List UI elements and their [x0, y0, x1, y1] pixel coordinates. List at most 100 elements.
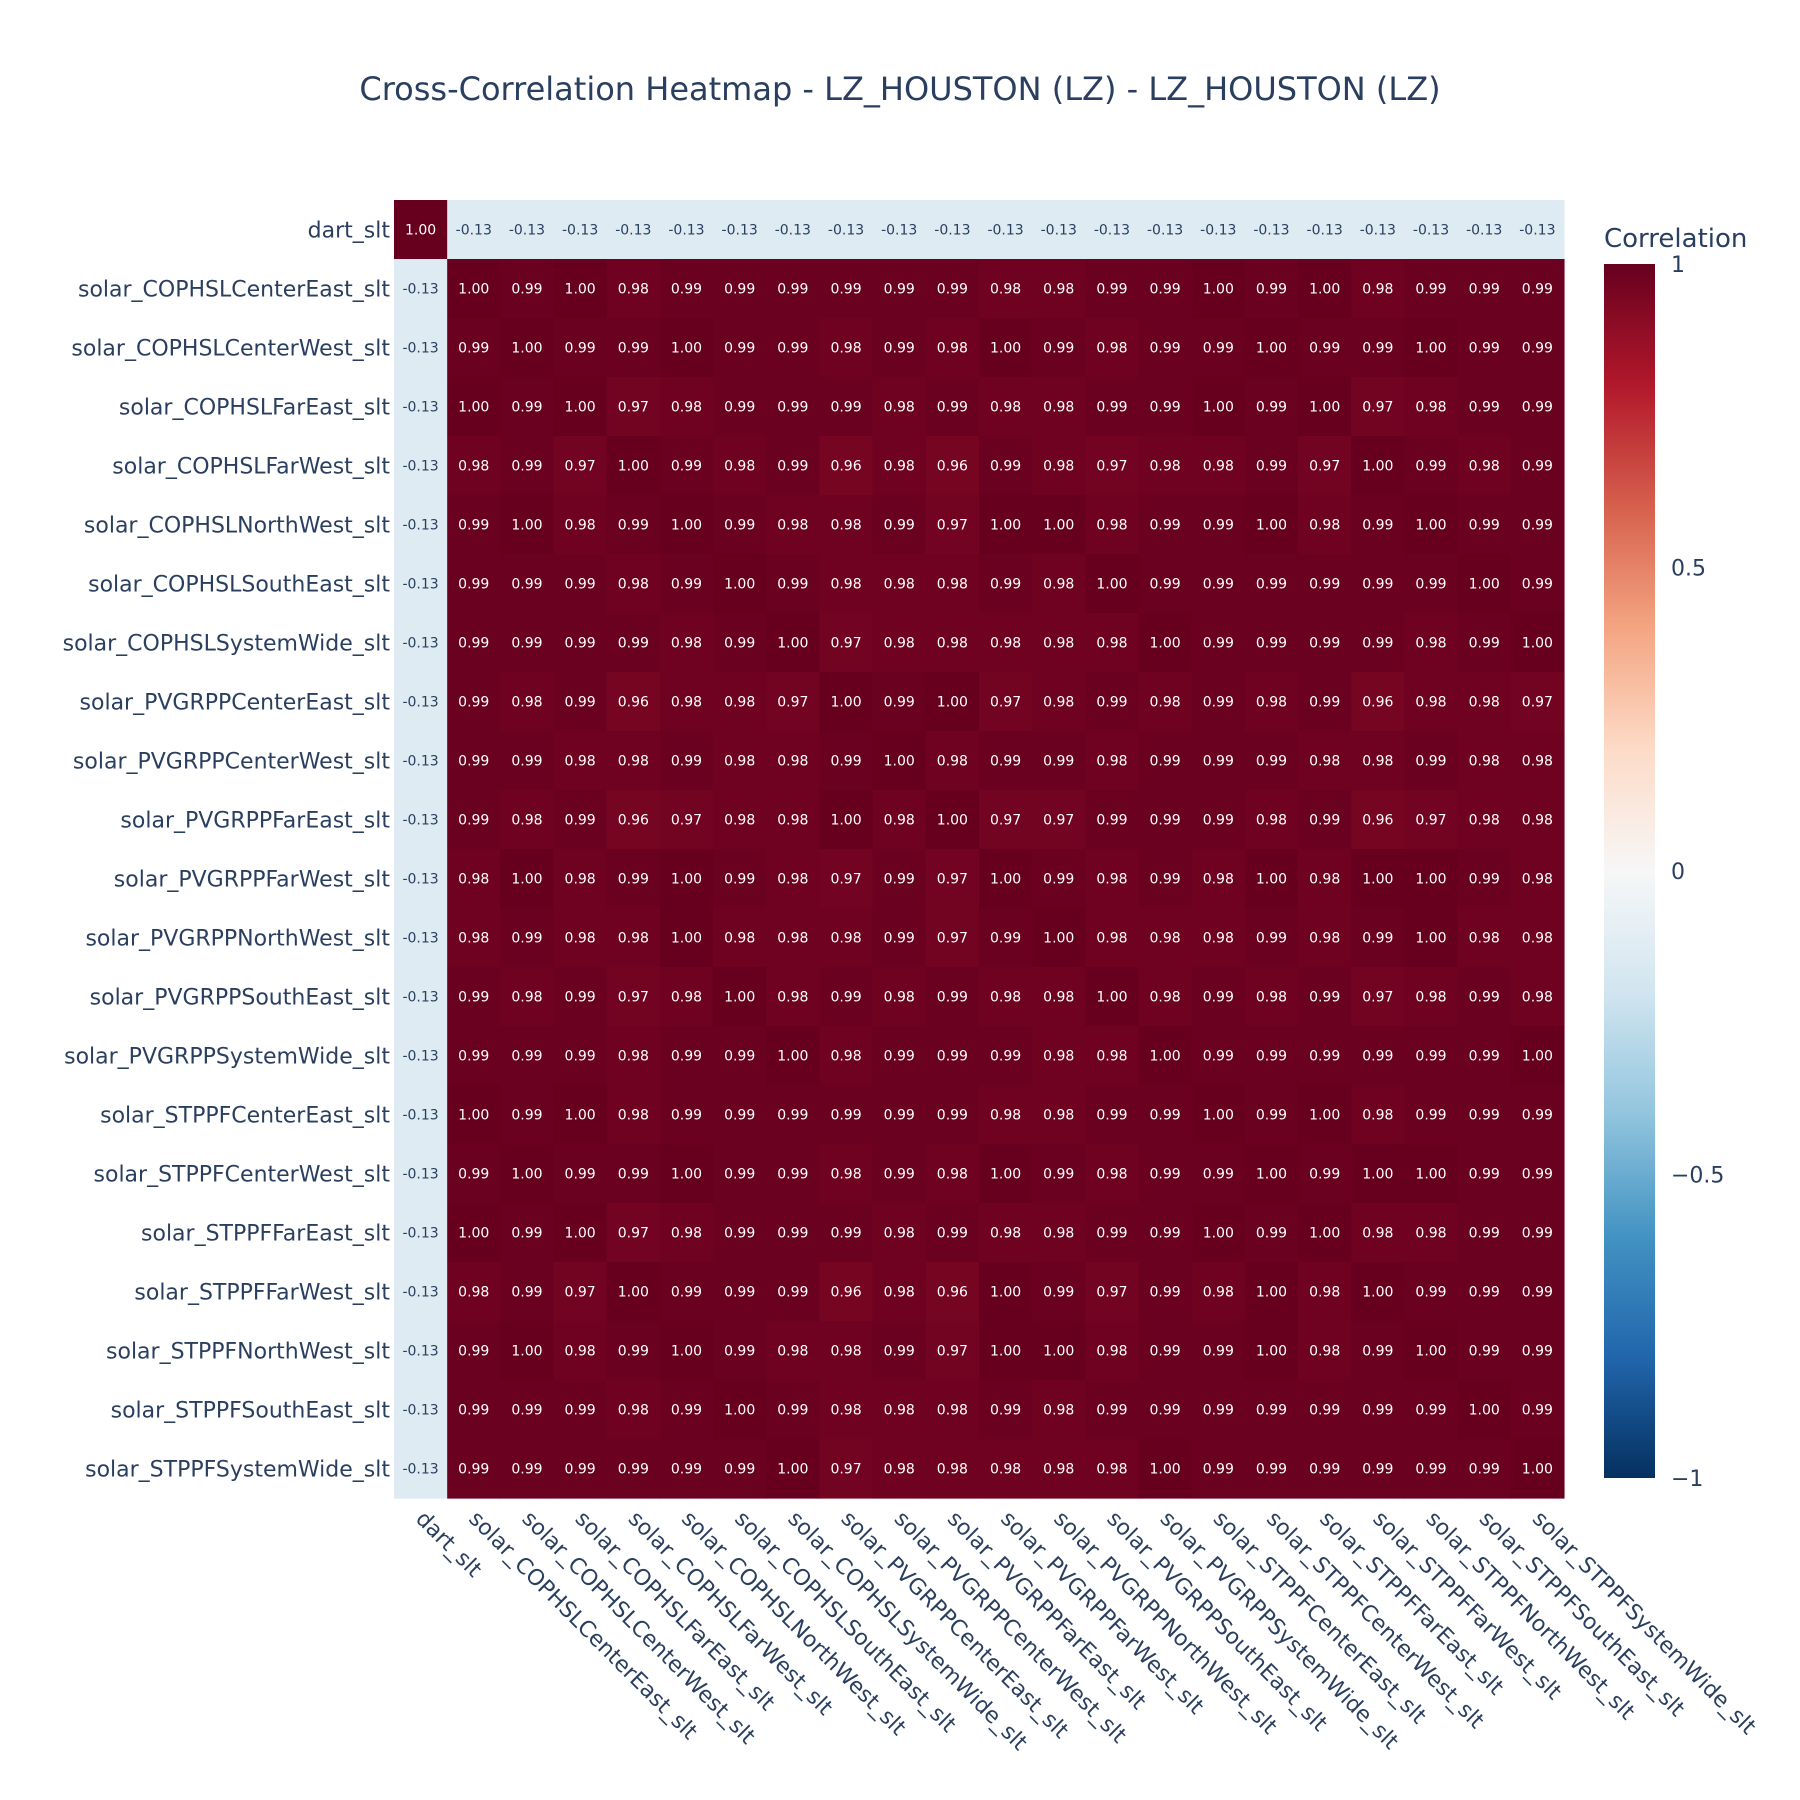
heatmap-cell-label: 1.00	[724, 1403, 755, 1419]
heatmap-cell-label: 0.98	[1096, 518, 1127, 534]
heatmap-cell	[500, 1439, 555, 1499]
heatmap-cell-label: 0.98	[1256, 990, 1287, 1006]
heatmap-cell-label: 0.99	[1309, 577, 1340, 593]
heatmap-cell-label: 1.00	[990, 518, 1021, 534]
heatmap-cell	[1510, 1380, 1565, 1440]
y-tick-label: solar_STPPFFarWest_slt	[134, 1281, 390, 1306]
heatmap-cell-label: 0.96	[830, 1285, 861, 1301]
heatmap-cell-label: 0.99	[884, 282, 915, 298]
heatmap-cell-label: 0.99	[1522, 577, 1553, 593]
heatmap-cell-label: 0.99	[458, 577, 489, 593]
heatmap-cell-label: 0.99	[1150, 1108, 1181, 1124]
heatmap-cell	[713, 1144, 767, 1204]
heatmap-cell-label: 0.99	[990, 1403, 1021, 1419]
heatmap-cell-label: 0.99	[1522, 1108, 1553, 1124]
heatmap-cell	[978, 731, 1033, 791]
heatmap-cell	[1298, 613, 1352, 673]
heatmap-cell-label: 0.98	[937, 636, 968, 652]
y-tick-label: solar_PVGRPPCenterWest_slt	[73, 750, 390, 775]
heatmap-cell	[1298, 790, 1352, 850]
heatmap-cell-label: 0.98	[1256, 695, 1287, 711]
heatmap-cell-label: 0.99	[1096, 1226, 1127, 1242]
heatmap-cell-label: 1.00	[458, 400, 489, 416]
heatmap-cell	[553, 1203, 608, 1263]
heatmap-cell	[1191, 1439, 1246, 1499]
heatmap-cell-label: 0.99	[1415, 1049, 1446, 1065]
heatmap-cell	[872, 200, 927, 260]
heatmap-cell-label: 0.99	[1150, 872, 1181, 888]
heatmap-cell	[925, 1439, 980, 1499]
heatmap-cell-label: 1.00	[830, 813, 861, 829]
heatmap-cell	[1457, 554, 1512, 614]
heatmap-cell	[659, 259, 714, 319]
heatmap-cell-label: 1.00	[618, 1285, 649, 1301]
heatmap-cell	[500, 672, 555, 732]
heatmap-cell-label: 0.99	[618, 518, 649, 534]
heatmap-cell	[1351, 554, 1406, 614]
heatmap-cell	[1138, 377, 1193, 437]
heatmap-cell	[1085, 908, 1140, 968]
heatmap-cell-label: 0.99	[1362, 1344, 1393, 1360]
heatmap-cell	[500, 1321, 555, 1381]
heatmap-cell	[1032, 790, 1086, 850]
heatmap-cell-label: -0.13	[1094, 223, 1130, 239]
heatmap-cell-label: -0.13	[402, 518, 438, 534]
heatmap-cell	[1298, 1203, 1352, 1263]
heatmap-cell-label: 1.00	[1522, 1462, 1553, 1478]
heatmap-cell	[1298, 672, 1352, 732]
heatmap-cell	[447, 1262, 501, 1322]
heatmap-cell	[1404, 554, 1459, 614]
heatmap-cell	[1510, 849, 1565, 909]
heatmap-cell	[553, 318, 608, 378]
heatmap-cell-label: 0.98	[1415, 636, 1446, 652]
heatmap-cell	[713, 613, 767, 673]
heatmap-cell-label: 0.99	[1203, 341, 1234, 357]
heatmap-cell	[819, 672, 874, 732]
heatmap-cell	[1457, 318, 1512, 378]
heatmap-cell	[1191, 1321, 1246, 1381]
heatmap-cell-label: 0.99	[1203, 577, 1234, 593]
heatmap-cell-label: -0.13	[509, 223, 545, 239]
heatmap-cell	[1191, 1380, 1246, 1440]
heatmap-cell-label: 0.96	[1362, 813, 1393, 829]
heatmap-cell	[394, 200, 448, 260]
heatmap-cell-label: 0.98	[1043, 577, 1074, 593]
heatmap-cell-label: 0.99	[1256, 1049, 1287, 1065]
heatmap-cell-label: 0.98	[1415, 695, 1446, 711]
heatmap-cell-label: 0.99	[1150, 400, 1181, 416]
heatmap-cell	[447, 495, 501, 555]
heatmap-cell	[713, 554, 767, 614]
heatmap-cell	[1457, 1026, 1512, 1086]
heatmap-cell-label: 0.99	[511, 282, 542, 298]
heatmap-cell-label: 1.00	[1362, 1167, 1393, 1183]
heatmap-cell	[713, 849, 767, 909]
heatmap-cell	[1138, 1144, 1193, 1204]
heatmap-cell	[1510, 554, 1565, 614]
heatmap-cell-label: 0.99	[1522, 1344, 1553, 1360]
colorbar-tick-label: 0.5	[1671, 557, 1706, 582]
heatmap-cell	[978, 377, 1033, 437]
heatmap-cell	[1032, 554, 1086, 614]
heatmap-cell-label: 0.98	[724, 459, 755, 475]
heatmap-cell	[553, 731, 608, 791]
heatmap-cell-label: 0.98	[830, 1344, 861, 1360]
heatmap-cell-label: 0.99	[724, 1462, 755, 1478]
heatmap-cell	[1510, 495, 1565, 555]
heatmap-cell-label: 0.99	[1309, 1167, 1340, 1183]
heatmap-cell-label: 0.98	[458, 872, 489, 888]
heatmap-cell-label: 0.99	[1415, 1108, 1446, 1124]
heatmap-cell-label: 0.99	[1415, 282, 1446, 298]
heatmap-cell-label: 0.99	[724, 636, 755, 652]
heatmap-cell-label: 0.99	[724, 341, 755, 357]
heatmap-cell-label: 0.99	[1469, 1462, 1500, 1478]
heatmap-cell	[1510, 731, 1565, 791]
heatmap-cell-label: -0.13	[828, 223, 864, 239]
heatmap-cell	[978, 908, 1033, 968]
heatmap-cell-label: 1.00	[777, 636, 808, 652]
heatmap-cell-label: 0.98	[884, 1462, 915, 1478]
heatmap-cell	[659, 200, 714, 260]
heatmap-cell-label: 0.97	[565, 1285, 596, 1301]
heatmap-cell	[1298, 495, 1352, 555]
heatmap-cell	[925, 259, 980, 319]
heatmap-cell-label: 1.00	[1522, 1049, 1553, 1065]
